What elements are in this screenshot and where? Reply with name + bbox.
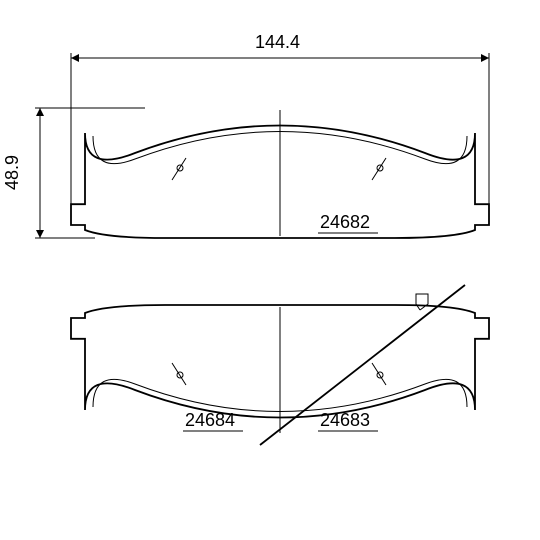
height-dimension: 48.9 [2,155,23,190]
width-dimension: 144.4 [255,32,300,53]
technical-drawing [0,0,540,540]
part-number-bottom-left: 24684 [185,410,235,431]
part-number-top: 24682 [320,212,370,233]
part-number-bottom-right: 24683 [320,410,370,431]
